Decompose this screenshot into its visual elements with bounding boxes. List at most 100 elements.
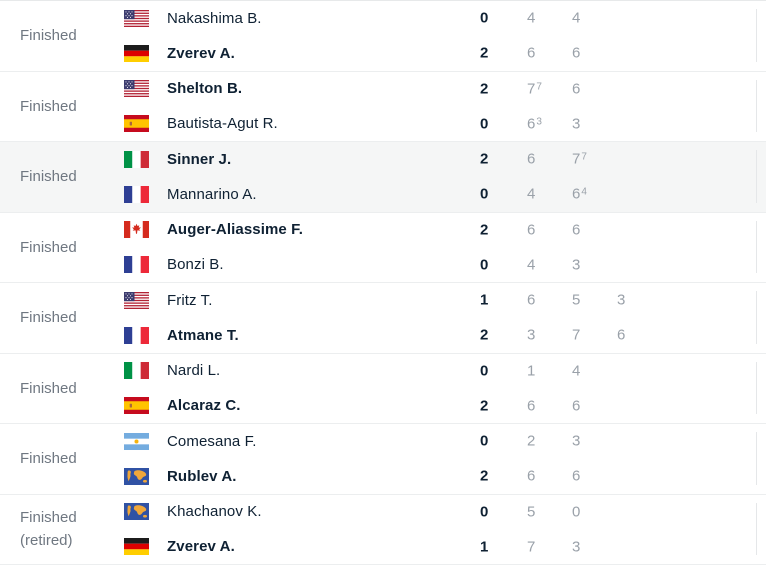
player-name: Shelton B. — [167, 80, 243, 98]
match-row[interactable]: Finished Fritz T. 1 6 5 3 Atmane T. 2 3 … — [0, 283, 766, 354]
player-name: Bautista-Agut R. — [167, 115, 278, 133]
match-row[interactable]: Finished (retired) Khachanov K. 0 5 0 Zv… — [0, 494, 766, 565]
match-players: Nakashima B. 0 4 4 Zverev A. 2 6 6 — [124, 1, 766, 71]
player-name: Auger-Aliassime F. — [167, 221, 304, 239]
match-row[interactable]: Finished Nardi L. 0 1 4 Alcaraz C. 2 6 6 — [0, 353, 766, 424]
set-score-3 — [617, 115, 618, 132]
set-score-2: 77 — [572, 150, 587, 168]
flag-usa-icon — [124, 291, 149, 309]
set-score-2: 3 — [572, 432, 581, 450]
set-score-1: 63 — [527, 115, 542, 133]
sets-won: 0 — [480, 362, 489, 380]
flag-canada-icon — [124, 221, 149, 239]
match-players: Nardi L. 0 1 4 Alcaraz C. 2 6 6 — [124, 354, 766, 424]
set-score-1: 4 — [527, 185, 536, 203]
set-score-2: 6 — [572, 467, 581, 485]
player-row: Mannarino A. 0 4 64 — [124, 177, 766, 212]
match-players: Khachanov K. 0 5 0 Zverev A. 1 7 3 — [124, 495, 766, 565]
flag-world-icon — [124, 467, 149, 485]
player-row: Alcaraz C. 2 6 6 — [124, 388, 766, 423]
column-divider — [756, 220, 757, 273]
set-score-2: 3 — [572, 538, 581, 556]
sets-won: 2 — [480, 44, 489, 62]
set-score-3 — [617, 468, 618, 485]
player-row: Fritz T. 1 6 5 3 — [124, 283, 766, 318]
column-divider — [756, 432, 757, 485]
set-score-3 — [617, 151, 618, 168]
player-name: Zverev A. — [167, 44, 235, 62]
column-divider — [756, 291, 757, 344]
flag-argentina-icon — [124, 432, 149, 450]
player-name: Nakashima B. — [167, 9, 262, 27]
match-row[interactable]: Finished Sinner J. 2 6 77 Mannarino A. 0… — [0, 142, 766, 213]
set-score-1: 3 — [527, 326, 536, 344]
flag-usa-icon — [124, 80, 149, 98]
set-score-3: 3 — [617, 291, 626, 309]
player-name: Fritz T. — [167, 291, 213, 309]
set-score-2: 3 — [572, 115, 581, 133]
sets-won: 0 — [480, 9, 489, 27]
flag-world-icon — [124, 503, 149, 521]
match-players: Comesana F. 0 2 3 Rublev A. 2 6 6 — [124, 424, 766, 494]
player-row: Auger-Aliassime F. 2 6 6 — [124, 213, 766, 248]
player-row: Atmane T. 2 3 7 6 — [124, 318, 766, 353]
match-status: Finished — [0, 424, 124, 494]
flag-spain-icon — [124, 397, 149, 415]
flag-germany-icon — [124, 44, 149, 62]
flag-usa-icon — [124, 9, 149, 27]
set-score-1: 6 — [527, 291, 536, 309]
flag-germany-icon — [124, 538, 149, 556]
match-row[interactable]: Finished Comesana F. 0 2 3 Rublev A. 2 6… — [0, 424, 766, 495]
match-players: Fritz T. 1 6 5 3 Atmane T. 2 3 7 6 — [124, 283, 766, 353]
flag-france-icon — [124, 326, 149, 344]
match-status: Finished — [0, 1, 124, 71]
sets-won: 2 — [480, 80, 489, 98]
match-status-text: Finished — [20, 309, 77, 327]
set-score-1: 6 — [527, 467, 536, 485]
sets-won: 1 — [480, 291, 489, 309]
tiebreak-score: 7 — [536, 81, 542, 93]
set-score-1: 5 — [527, 503, 536, 521]
set-score-2: 4 — [572, 362, 581, 380]
player-row: Zverev A. 1 7 3 — [124, 529, 766, 564]
match-status: Finished — [0, 283, 124, 353]
player-name: Zverev A. — [167, 538, 235, 556]
player-name: Mannarino A. — [167, 185, 257, 203]
player-name: Rublev A. — [167, 467, 237, 485]
set-score-3 — [617, 10, 618, 27]
match-row[interactable]: Finished Shelton B. 2 77 6 Bautista-Agut… — [0, 71, 766, 142]
set-score-2: 3 — [572, 256, 581, 274]
column-divider — [756, 79, 757, 132]
set-score-1: 6 — [527, 397, 536, 415]
sets-won: 0 — [480, 503, 489, 521]
player-name: Bonzi B. — [167, 256, 224, 274]
match-players: Shelton B. 2 77 6 Bautista-Agut R. 0 63 … — [124, 72, 766, 142]
match-status: Finished (retired) — [0, 495, 124, 565]
match-status-text: Finished — [20, 509, 77, 527]
player-row: Nakashima B. 0 4 4 — [124, 1, 766, 36]
set-score-2: 6 — [572, 44, 581, 62]
set-score-1: 2 — [527, 432, 536, 450]
player-name: Nardi L. — [167, 362, 221, 380]
match-status-text: Finished — [20, 379, 77, 397]
set-score-2: 7 — [572, 326, 581, 344]
player-name: Alcaraz C. — [167, 397, 241, 415]
match-row[interactable]: Finished Auger-Aliassime F. 2 6 6 Bonzi … — [0, 212, 766, 283]
set-score-1: 77 — [527, 80, 542, 98]
set-score-3 — [617, 256, 618, 273]
match-row[interactable]: Finished Nakashima B. 0 4 4 Zverev A. 2 … — [0, 1, 766, 72]
player-row: Bautista-Agut R. 0 63 3 — [124, 106, 766, 141]
set-score-3 — [617, 186, 618, 203]
set-score-2: 5 — [572, 291, 581, 309]
player-row: Comesana F. 0 2 3 — [124, 424, 766, 459]
flag-italy-icon — [124, 150, 149, 168]
sets-won: 0 — [480, 115, 489, 133]
player-row: Rublev A. 2 6 6 — [124, 459, 766, 494]
set-score-2: 6 — [572, 80, 581, 98]
set-score-1: 6 — [527, 221, 536, 239]
sets-won: 1 — [480, 538, 489, 556]
player-name: Comesana F. — [167, 432, 257, 450]
match-status: Finished — [0, 213, 124, 283]
set-score-3 — [617, 362, 618, 379]
